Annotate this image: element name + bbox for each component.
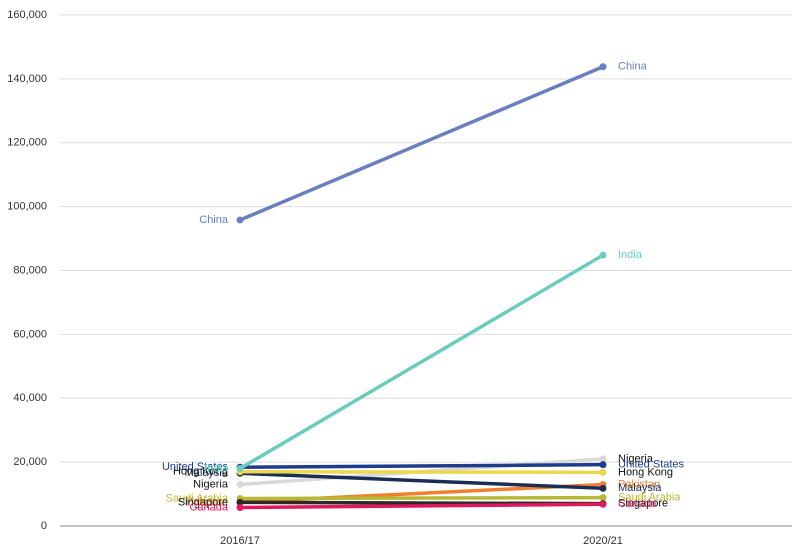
series-label: Hong Kong <box>173 466 228 478</box>
series-label: India <box>618 249 643 261</box>
y-tick-label: 0 <box>41 520 47 532</box>
series-label: United States <box>162 461 229 473</box>
series-label: Malaysia <box>185 467 229 479</box>
data-point <box>599 494 607 502</box>
series-line <box>238 469 605 475</box>
y-tick-label: 60,000 <box>13 328 47 340</box>
series-line <box>238 502 605 510</box>
series-line <box>238 495 605 501</box>
series-label: Saudi Arabia <box>618 491 681 503</box>
data-point <box>599 500 607 508</box>
y-tick-label: 160,000 <box>7 9 47 21</box>
series-label: Canada <box>618 498 657 510</box>
series-label: Canada <box>189 501 228 513</box>
y-tick-label: 80,000 <box>13 264 47 276</box>
series-label: India <box>204 462 229 474</box>
x-tick-label: 2016/17 <box>220 535 260 547</box>
data-point <box>599 468 607 476</box>
y-tick-label: 140,000 <box>7 73 47 85</box>
series-line <box>238 64 605 222</box>
series-label: Pakistan <box>618 478 660 490</box>
data-point <box>236 503 244 511</box>
series-line <box>238 253 605 471</box>
series-label: Pakistan <box>186 496 228 508</box>
series-label: United States <box>618 459 685 471</box>
y-tick-label: 100,000 <box>7 201 47 213</box>
series-line <box>238 462 605 469</box>
series-label: Saudi Arabia <box>166 492 229 504</box>
data-point <box>236 216 244 224</box>
series-label: Singapore <box>618 498 668 510</box>
y-tick-label: 120,000 <box>7 137 47 149</box>
data-point <box>599 455 607 463</box>
series-label: Malaysia <box>618 482 662 494</box>
y-tick-label: 40,000 <box>13 392 47 404</box>
series-label: China <box>199 214 229 226</box>
data-point <box>599 484 607 492</box>
data-point <box>236 498 244 506</box>
series-line <box>238 471 605 491</box>
series-label: Nigeria <box>193 478 229 490</box>
series-label: Nigeria <box>618 453 654 465</box>
data-point <box>236 480 244 488</box>
series-label: Hong Kong <box>618 466 673 478</box>
data-point <box>236 465 244 473</box>
data-point <box>599 461 607 469</box>
y-tick-label: 20,000 <box>13 456 47 468</box>
series-label: Singapore <box>178 496 228 508</box>
x-tick-label: 2020/21 <box>583 535 623 547</box>
series-label: China <box>618 61 648 73</box>
data-point <box>599 63 607 71</box>
data-point <box>599 251 607 259</box>
